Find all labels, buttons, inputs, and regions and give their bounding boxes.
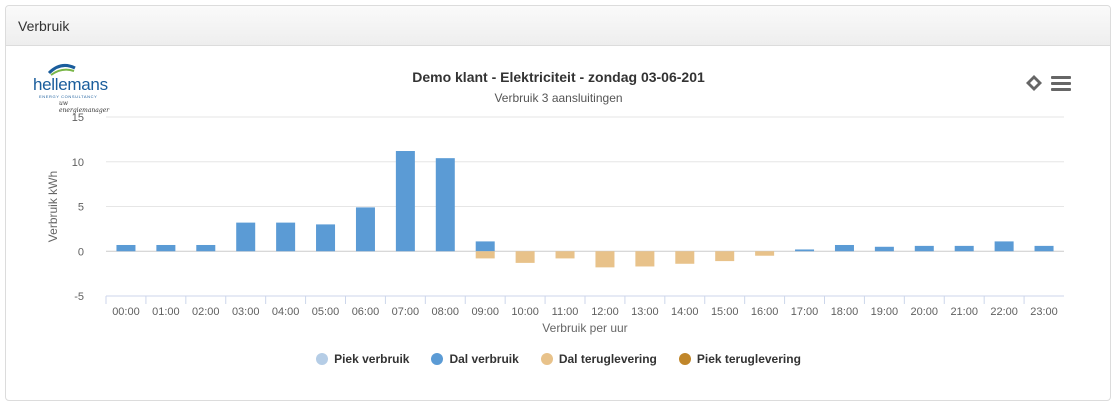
x-tick-label: 19:00 <box>871 306 899 318</box>
legend-label: Dal verbruik <box>449 352 519 366</box>
legend-item[interactable]: Dal teruglevering <box>540 352 657 366</box>
legend-label: Piek verbruik <box>334 352 410 366</box>
bar-dal-teruglevering <box>595 251 615 268</box>
bar-dal-verbruik <box>914 245 934 252</box>
legend-label: Piek teruglevering <box>696 352 801 366</box>
hamburger-menu-icon[interactable] <box>1051 76 1071 92</box>
bar-dal-verbruik <box>435 158 455 252</box>
x-tick-label: 17:00 <box>791 306 819 318</box>
bar-dal-teruglevering <box>515 251 535 263</box>
legend-marker <box>431 353 444 365</box>
x-tick-label: 10:00 <box>511 306 539 318</box>
x-tick-label: 11:00 <box>552 306 579 318</box>
chart-subtitle: Verbruik 3 aansluitingen <box>494 91 623 105</box>
legend-marker <box>678 353 691 365</box>
bar-dal-verbruik <box>196 244 216 252</box>
legend-label: Dal teruglevering <box>558 352 657 366</box>
x-tick-label: 00:00 <box>112 306 140 318</box>
bar-dal-verbruik <box>834 244 854 252</box>
x-tick-label: 03:00 <box>232 306 260 318</box>
x-tick-label: 14:00 <box>671 306 699 318</box>
x-tick-label: 18:00 <box>831 306 859 318</box>
y-tick-label: 10 <box>72 157 84 169</box>
bar-dal-teruglevering <box>475 251 495 259</box>
legend-item[interactable]: Piek teruglevering <box>678 352 801 366</box>
x-axis-title: Verbruik per uur <box>542 321 627 335</box>
chart-legend: Piek verbruik Dal verbruik Dal terugleveri… <box>0 352 1117 366</box>
bar-dal-verbruik <box>395 151 415 252</box>
y-tick-label: 0 <box>78 246 84 258</box>
bar-dal-verbruik <box>116 244 136 252</box>
bar-dal-verbruik <box>236 222 256 252</box>
legend-item[interactable]: Piek verbruik <box>316 352 409 366</box>
logo-name: hellemans <box>33 75 108 94</box>
x-tick-label: 08:00 <box>432 306 460 318</box>
bar-dal-teruglevering <box>715 251 735 262</box>
bar-dal-verbruik <box>276 222 296 252</box>
bar-dal-verbruik <box>874 246 894 252</box>
logo-swoosh-icon <box>47 63 76 76</box>
bar-dal-verbruik <box>795 249 815 252</box>
x-tick-label: 05:00 <box>312 306 340 318</box>
logo-script: uw energiemanager <box>59 100 110 114</box>
x-tick-label: 21:00 <box>950 306 978 318</box>
bar-dal-teruglevering <box>635 251 655 267</box>
verbruik-panel: Verbruik <box>5 5 1111 401</box>
y-tick-label: -5 <box>74 291 84 303</box>
x-tick-label: 22:00 <box>990 306 1018 318</box>
bar-dal-verbruik <box>316 224 336 252</box>
x-tick-label: 06:00 <box>352 306 380 318</box>
panel-header: Verbruik <box>6 6 1110 46</box>
y-tick-label: 15 <box>72 112 84 124</box>
y-axis-title: Verbruik kWh <box>46 171 60 242</box>
x-tick-label: 15:00 <box>711 306 739 318</box>
bar-dal-verbruik <box>954 245 974 252</box>
bar-dal-verbruik <box>994 241 1014 252</box>
diamond-icon[interactable] <box>1025 74 1043 92</box>
x-tick-label: 09:00 <box>471 306 499 318</box>
legend-marker <box>540 353 553 365</box>
hellemans-logo: hellemans ENERGY CONSULTANCY uw energiem… <box>33 63 115 114</box>
legend-item[interactable]: Dal verbruik <box>431 352 519 366</box>
bar-dal-teruglevering <box>675 251 695 264</box>
logo-tagline: ENERGY CONSULTANCY <box>39 94 98 99</box>
x-tick-label: 13:00 <box>631 306 659 318</box>
chart-title: Demo klant - Elektriciteit - zondag 03-0… <box>412 69 705 85</box>
x-tick-label: 23:00 <box>1030 306 1058 318</box>
x-tick-label: 07:00 <box>392 306 420 318</box>
y-tick-label: 5 <box>78 202 84 214</box>
bar-dal-verbruik <box>156 244 176 252</box>
legend-marker <box>316 353 329 365</box>
bar-dal-verbruik <box>475 241 495 252</box>
bar-dal-teruglevering <box>555 251 575 259</box>
x-tick-label: 04:00 <box>272 306 300 318</box>
x-tick-label: 20:00 <box>911 306 939 318</box>
panel-title: Verbruik <box>18 17 70 34</box>
bar-dal-verbruik <box>1034 245 1054 252</box>
x-tick-label: 02:00 <box>192 306 220 318</box>
bar-dal-verbruik <box>355 207 375 252</box>
x-tick-label: 12:00 <box>591 306 619 318</box>
x-tick-label: 16:00 <box>751 306 779 318</box>
bar-dal-teruglevering <box>755 251 775 256</box>
x-tick-label: 01:00 <box>152 306 180 318</box>
